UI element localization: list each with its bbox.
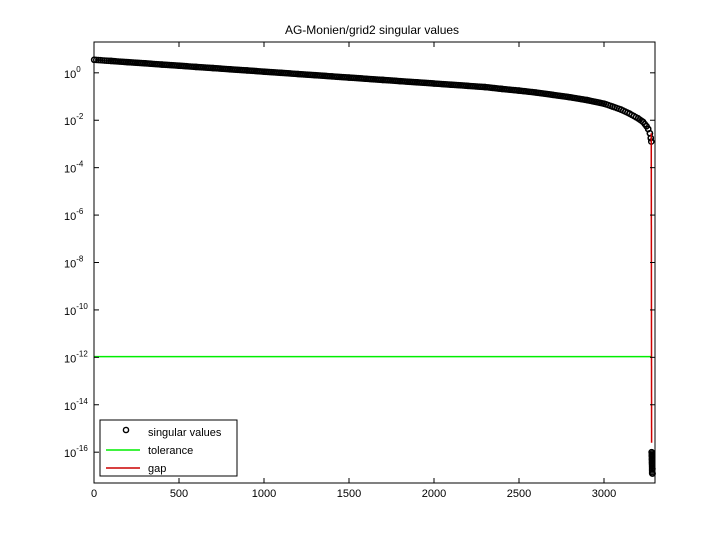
chart-title: AG-Monien/grid2 singular values (285, 23, 459, 37)
legend-label: tolerance (148, 445, 193, 457)
x-tick-label: 500 (170, 488, 188, 500)
x-tick-label: 1000 (252, 488, 276, 500)
legend-label: singular values (148, 427, 222, 439)
x-tick-label: 3000 (592, 488, 616, 500)
legend-label: gap (148, 463, 166, 475)
x-tick-label: 1500 (337, 488, 361, 500)
x-tick-label: 0 (91, 488, 97, 500)
x-tick-label: 2500 (507, 488, 531, 500)
legend: singular values tolerance gap (100, 420, 237, 476)
x-tick-label: 2000 (422, 488, 446, 500)
